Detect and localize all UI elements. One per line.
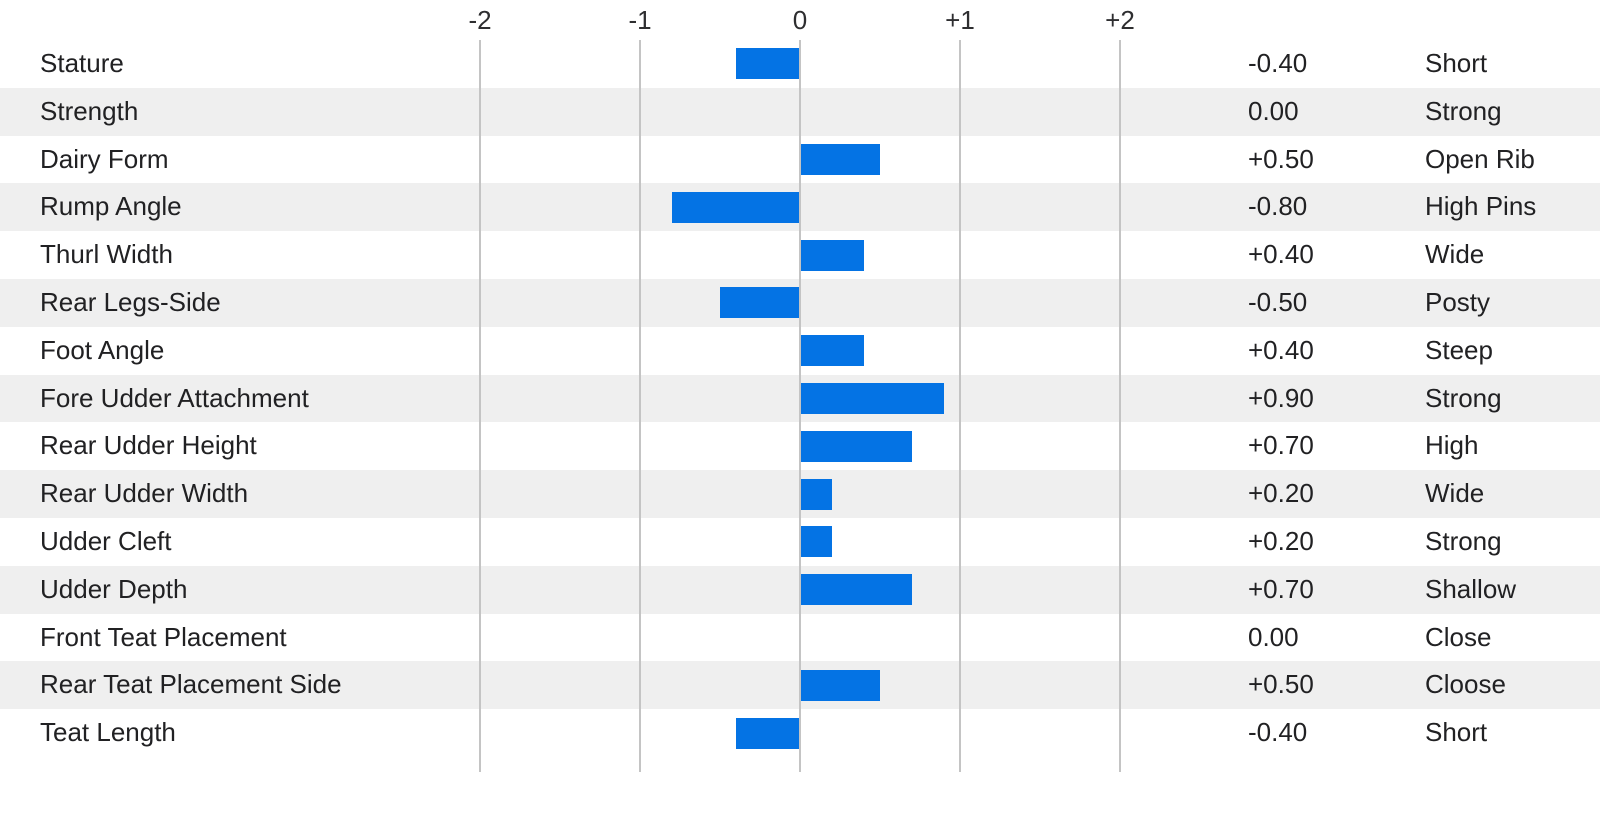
trait-bar [736,48,799,80]
trait-value: +0.90 [1248,382,1314,413]
trait-descriptor: Wide [1425,239,1485,270]
trait-descriptor: Open Rib [1425,143,1535,174]
gridline [959,40,961,772]
trait-label: Udder Depth [40,573,188,604]
trait-bar [801,143,880,175]
trait-descriptor: Short [1425,717,1488,748]
trait-value: -0.40 [1248,717,1308,748]
trait-row: Thurl Width +0.40 Wide [0,231,1600,279]
trait-bar [801,430,912,462]
trait-row: Stature -0.40 Short [0,40,1600,88]
trait-bar [801,478,832,510]
trait-descriptor: Strong [1425,526,1502,556]
axis-tick-label: 0 [792,5,808,35]
trait-value: +0.70 [1248,430,1314,461]
trait-label: Rear Legs-Side [40,287,221,317]
trait-value: -0.80 [1248,191,1308,222]
trait-row: Udder Cleft +0.20 Strong [0,518,1600,566]
gridline [1119,40,1121,772]
trait-row: Rear Udder Height +0.70 High [0,422,1600,470]
trait-value: -0.50 [1248,287,1308,317]
trait-label: Rear Teat Placement Side [40,669,342,700]
trait-label: Front Teat Placement [40,621,287,652]
trait-descriptor: Shallow [1425,573,1517,604]
trait-value: 0.00 [1248,621,1299,652]
axis-tick-label: +2 [1105,5,1135,35]
trait-value: +0.50 [1248,669,1314,700]
trait-descriptor: Posty [1425,287,1491,317]
axis-tick-label: -1 [628,5,652,35]
trait-row: Front Teat Placement 0.00 Close [0,614,1600,662]
trait-value: +0.20 [1248,526,1314,556]
trait-row: Teat Length -0.40 Short [0,709,1600,757]
trait-bar [801,239,864,271]
trait-value: +0.20 [1248,478,1314,509]
trait-label: Rear Udder Width [40,478,249,509]
trait-value: +0.70 [1248,573,1314,604]
trait-label: Dairy Form [40,143,169,174]
trait-value: -0.40 [1248,48,1308,78]
trait-value: 0.00 [1248,95,1299,126]
trait-descriptor: Strong [1425,95,1502,126]
trait-label: Rump Angle [40,191,182,222]
trait-bar [801,382,944,414]
trait-bar [801,669,880,701]
trait-label: Foot Angle [40,334,165,365]
trait-value: +0.40 [1248,239,1314,270]
trait-label: Fore Udder Attachment [40,382,309,413]
trait-bar [720,287,799,319]
trait-bar [736,717,799,749]
trait-bar [801,526,832,558]
trait-label: Rear Udder Height [40,430,257,461]
trait-label: Udder Cleft [40,526,172,556]
trait-bar [672,191,799,223]
trait-descriptor: Cloose [1425,669,1506,700]
trait-label: Strength [40,95,139,126]
trait-value: +0.40 [1248,334,1314,365]
trait-bar [801,574,912,606]
trait-descriptor: Steep [1425,334,1493,365]
trait-descriptor: High Pins [1425,191,1537,222]
gridline [479,40,481,772]
axis-tick-label: +1 [945,5,975,35]
trait-descriptor: High [1425,430,1479,461]
trait-label: Stature [40,48,124,78]
trait-label: Teat Length [40,717,176,748]
trait-row: Foot Angle +0.40 Steep [0,327,1600,375]
trait-label: Thurl Width [40,239,173,270]
trait-row: Dairy Form +0.50 Open Rib [0,136,1600,184]
gridline [799,40,801,772]
trait-descriptor: Wide [1425,478,1485,509]
axis-tick-label: -2 [468,5,492,35]
gridline [639,40,641,772]
trait-descriptor: Close [1425,621,1492,652]
trait-descriptor: Short [1425,48,1488,78]
trait-bar [801,335,864,367]
trait-value: +0.50 [1248,143,1314,174]
trait-descriptor: Strong [1425,382,1502,413]
